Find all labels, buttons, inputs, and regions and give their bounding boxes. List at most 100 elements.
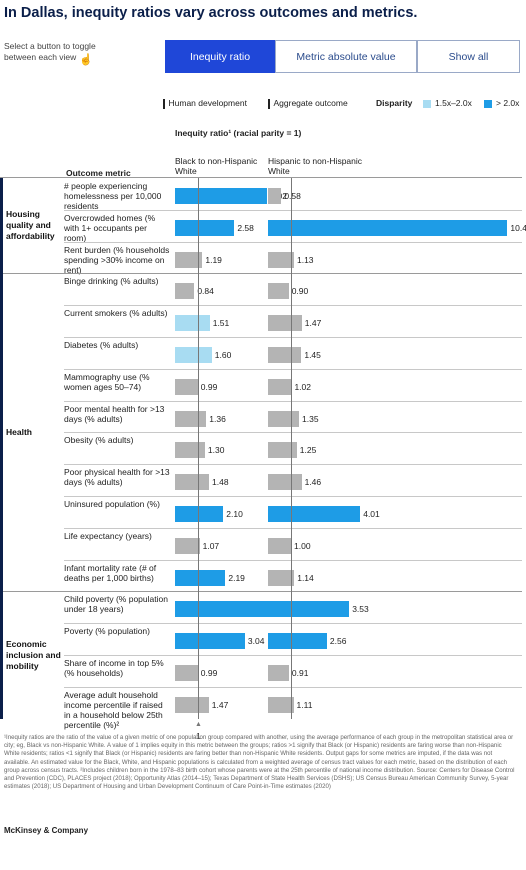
parity-tick-label: 1 <box>196 730 201 741</box>
value-label: 10.41 <box>510 222 526 233</box>
value-label: 0.58 <box>284 191 301 201</box>
brand-logo-text: McKinsey & Company <box>4 826 89 835</box>
column-header-hispanic: Hispanic to non-Hispanic White <box>268 156 363 176</box>
value-label: 1.00 <box>294 540 311 551</box>
category-divider <box>0 177 522 178</box>
value-label: 1.02 <box>294 381 311 392</box>
metric-label: Binge drinking (% adults) <box>64 276 159 287</box>
bar-black <box>175 442 205 459</box>
pointer-hand-icon: ☝ <box>79 54 93 66</box>
value-label: 1.30 <box>207 445 225 456</box>
category-label: Health <box>6 426 32 437</box>
chart-title: In Dallas, inequity ratios vary across o… <box>4 5 418 21</box>
value-label: 2.19 <box>228 572 245 583</box>
category-bar <box>0 591 3 719</box>
value-label: 2.10 <box>226 509 243 519</box>
metric-label: Rent burden (% households spending >30% … <box>64 244 170 275</box>
bar-hispanic <box>268 219 508 236</box>
row-divider <box>64 400 522 402</box>
category-label: Housing quality and affordability <box>6 209 55 242</box>
metric-label: Poor mental health for >13 days (% adult… <box>64 403 165 424</box>
value-label: 1.45 <box>304 350 321 360</box>
bar-black <box>175 569 226 586</box>
value-label: 0.91 <box>291 668 309 678</box>
bar-hispanic <box>268 188 282 204</box>
value-label: 1.47 <box>211 699 229 710</box>
row-divider <box>64 209 522 211</box>
value-label: 1.35 <box>302 413 319 424</box>
bar-hispanic <box>268 283 289 300</box>
value-label: 1.19 <box>205 254 222 265</box>
inequity-ratio-button[interactable]: Inequity ratio <box>165 40 275 73</box>
bar-hispanic <box>268 251 294 268</box>
show-all-button[interactable]: Show all <box>417 40 520 73</box>
outcome-metric-header: Outcome metric <box>66 168 131 178</box>
row-divider <box>64 686 522 688</box>
bar-black <box>175 537 200 554</box>
category-divider <box>0 273 522 275</box>
bar-black <box>175 474 210 491</box>
value-label: 0.99 <box>200 381 218 392</box>
value-label: 0.90 <box>291 286 309 297</box>
category-bar <box>0 178 3 274</box>
row-divider <box>64 527 522 529</box>
row-divider <box>64 432 522 434</box>
bar-black <box>175 378 198 395</box>
bar-hispanic <box>268 410 300 427</box>
row-divider <box>64 368 522 370</box>
legend-low-swatch <box>423 99 431 108</box>
bar-hispanic <box>268 537 291 554</box>
metric-label: Poor physical health for >13 days (% adu… <box>64 467 170 488</box>
parity-line <box>198 178 199 719</box>
value-label: 1.11 <box>296 699 313 710</box>
legend-human-development: Human development <box>163 98 247 109</box>
bar-hispanic <box>268 474 302 491</box>
value-label: 1.25 <box>299 445 317 456</box>
bar-hispanic <box>268 569 295 586</box>
metric-label: Share of income in top 5% (% households) <box>64 658 164 678</box>
metric-label: Infant mortality rate (# of deaths per 1… <box>64 562 157 583</box>
value-label: 1.07 <box>202 540 220 551</box>
bar-black <box>175 251 203 268</box>
value-label: 1.60 <box>214 350 232 360</box>
metric-label: Mammography use (% women ages 50–74) <box>64 371 150 392</box>
value-label: 3.53 <box>352 604 369 615</box>
bar-hispanic <box>268 601 350 618</box>
column-header-black: Black to non-Hispanic White <box>175 156 258 176</box>
metric-label: Uninsured population (%) <box>64 499 160 509</box>
bar-black <box>175 188 268 204</box>
parity-line <box>291 178 292 719</box>
bar-black <box>175 315 210 332</box>
footnote: ¹Inequity ratios are the ratio of the va… <box>4 734 515 791</box>
metric-label: Life expectancy (years) <box>64 530 152 541</box>
bar-black <box>175 219 235 236</box>
value-label: 4.01 <box>363 509 380 519</box>
category-label: Economic inclusion and mobility <box>6 638 61 671</box>
legend-disparity-label: Disparity <box>376 98 413 108</box>
bar-black <box>175 347 212 363</box>
value-label: 2.56 <box>329 636 347 647</box>
bar-hispanic <box>268 442 297 459</box>
metric-label: # people experiencing homelessness per 1… <box>64 181 162 211</box>
row-divider <box>64 655 522 656</box>
bar-black <box>175 696 209 713</box>
row-divider <box>64 464 522 466</box>
metric-label: Average adult household income percentil… <box>64 689 163 730</box>
row-divider <box>64 337 522 338</box>
metric-label: Child poverty (% population under 18 yea… <box>64 594 168 615</box>
metric-absolute-value-button[interactable]: Metric absolute value <box>275 40 417 73</box>
value-label: 2.58 <box>237 222 254 233</box>
category-divider <box>0 591 522 593</box>
row-divider <box>64 496 522 497</box>
bar-black <box>175 283 195 300</box>
axis-title: Inequity ratio¹ (racial parity = 1) <box>175 128 302 138</box>
metric-label: Diabetes (% adults) <box>64 340 139 350</box>
bar-hispanic <box>268 665 289 681</box>
metric-label: Obesity (% adults) <box>64 435 134 446</box>
metric-label: Overcrowded homes (% with 1+ occupants p… <box>64 212 156 243</box>
value-label: 0.84 <box>197 286 214 297</box>
bar-hispanic <box>268 347 302 363</box>
bar-black <box>175 601 278 618</box>
bar-hispanic <box>268 378 292 395</box>
row-divider <box>64 305 522 307</box>
